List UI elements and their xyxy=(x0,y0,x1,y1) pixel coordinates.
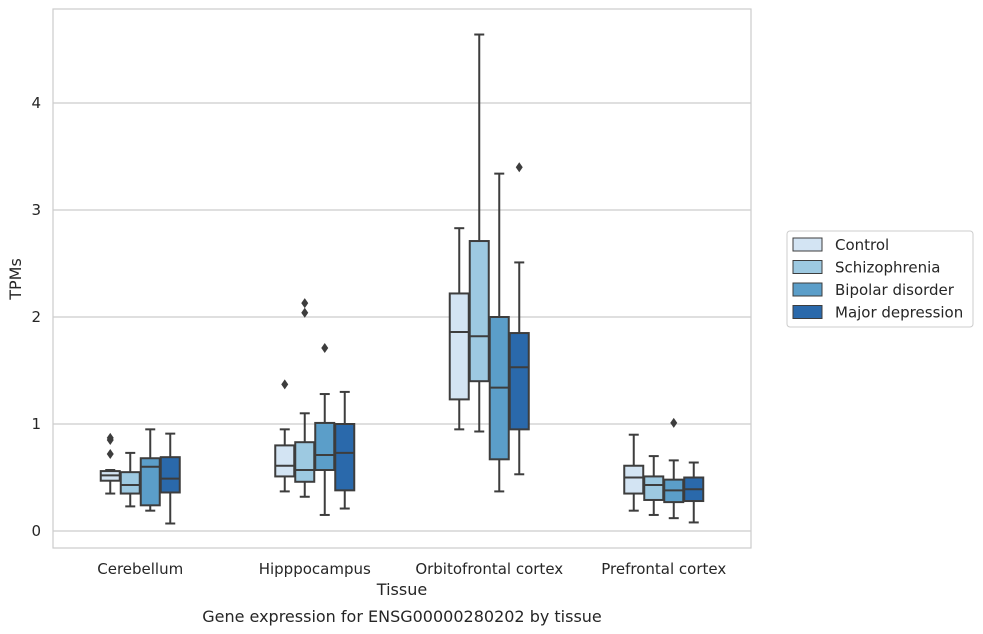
iqr-box xyxy=(468,240,490,383)
outlier-point xyxy=(670,417,678,428)
y-tick-label: 2 xyxy=(31,308,41,326)
box-major-depression xyxy=(334,390,356,510)
x-tick-label: Orbitofrontal cortex xyxy=(415,560,563,578)
plot-frame xyxy=(52,8,752,549)
iqr-box xyxy=(314,421,336,472)
outlier-point xyxy=(301,298,309,309)
legend-swatch xyxy=(792,305,823,319)
iqr-box xyxy=(139,457,161,507)
y-tick-label: 0 xyxy=(31,522,41,540)
legend-label: Control xyxy=(835,236,889,254)
box-major-depression xyxy=(683,461,705,524)
box-major-depression xyxy=(508,162,530,476)
iqr-box xyxy=(623,464,645,495)
outlier-point xyxy=(281,379,289,390)
outlier-point xyxy=(321,343,329,354)
box-schizophrenia xyxy=(294,298,316,498)
legend-swatch xyxy=(792,282,823,297)
x-axis-label: Tissue xyxy=(376,580,427,599)
x-tick-label: Cerebellum xyxy=(97,560,183,578)
iqr-box xyxy=(508,332,530,431)
legend-swatch xyxy=(792,260,823,274)
box-control xyxy=(448,227,470,431)
box-schizophrenia xyxy=(468,33,490,433)
x-tick-label: Prefrontal cortex xyxy=(601,560,726,578)
iqr-box xyxy=(448,292,470,401)
outlier-point xyxy=(301,307,309,318)
box-schizophrenia xyxy=(119,451,141,508)
box-control xyxy=(274,379,296,493)
outlier-point xyxy=(515,162,523,173)
iqr-box xyxy=(119,471,141,495)
legend-label: Major depression xyxy=(835,304,963,322)
y-tick-label: 3 xyxy=(31,201,41,219)
grid-lines xyxy=(53,102,751,532)
iqr-box xyxy=(334,423,356,492)
box-major-depression xyxy=(159,432,181,525)
box-bipolar-disorder xyxy=(139,428,161,512)
y-axis-label: TPMs xyxy=(6,258,25,301)
box-control xyxy=(623,433,645,512)
box-bipolar-disorder xyxy=(488,172,510,493)
box-bipolar-disorder xyxy=(663,417,685,520)
legend-label: Schizophrenia xyxy=(835,259,940,277)
legend: Control Schizophrenia Bipolar disorder Majo… xyxy=(786,230,974,328)
iqr-box xyxy=(159,456,181,494)
chart-caption: Gene expression for ENSG00000280202 by t… xyxy=(202,607,602,626)
box-bipolar-disorder xyxy=(314,343,336,516)
boxes xyxy=(99,33,705,525)
x-tick-label: Hipppocampus xyxy=(259,560,371,578)
box-control xyxy=(99,432,121,495)
x-axis-ticks: Cerebellum Hipppocampus Orbitofrontal cort… xyxy=(97,560,726,578)
iqr-box xyxy=(274,444,296,478)
legend-swatch xyxy=(792,237,823,252)
y-axis-ticks: 0 1 2 3 4 xyxy=(31,94,41,540)
box-schizophrenia xyxy=(643,455,665,516)
legend-label: Bipolar disorder xyxy=(835,281,955,299)
legend-frame xyxy=(786,230,974,328)
outlier-point xyxy=(106,448,114,459)
outlier-point xyxy=(106,432,114,443)
iqr-box xyxy=(643,475,665,501)
iqr-box xyxy=(294,441,316,483)
y-tick-label: 1 xyxy=(31,415,41,433)
y-tick-label: 4 xyxy=(31,94,41,112)
